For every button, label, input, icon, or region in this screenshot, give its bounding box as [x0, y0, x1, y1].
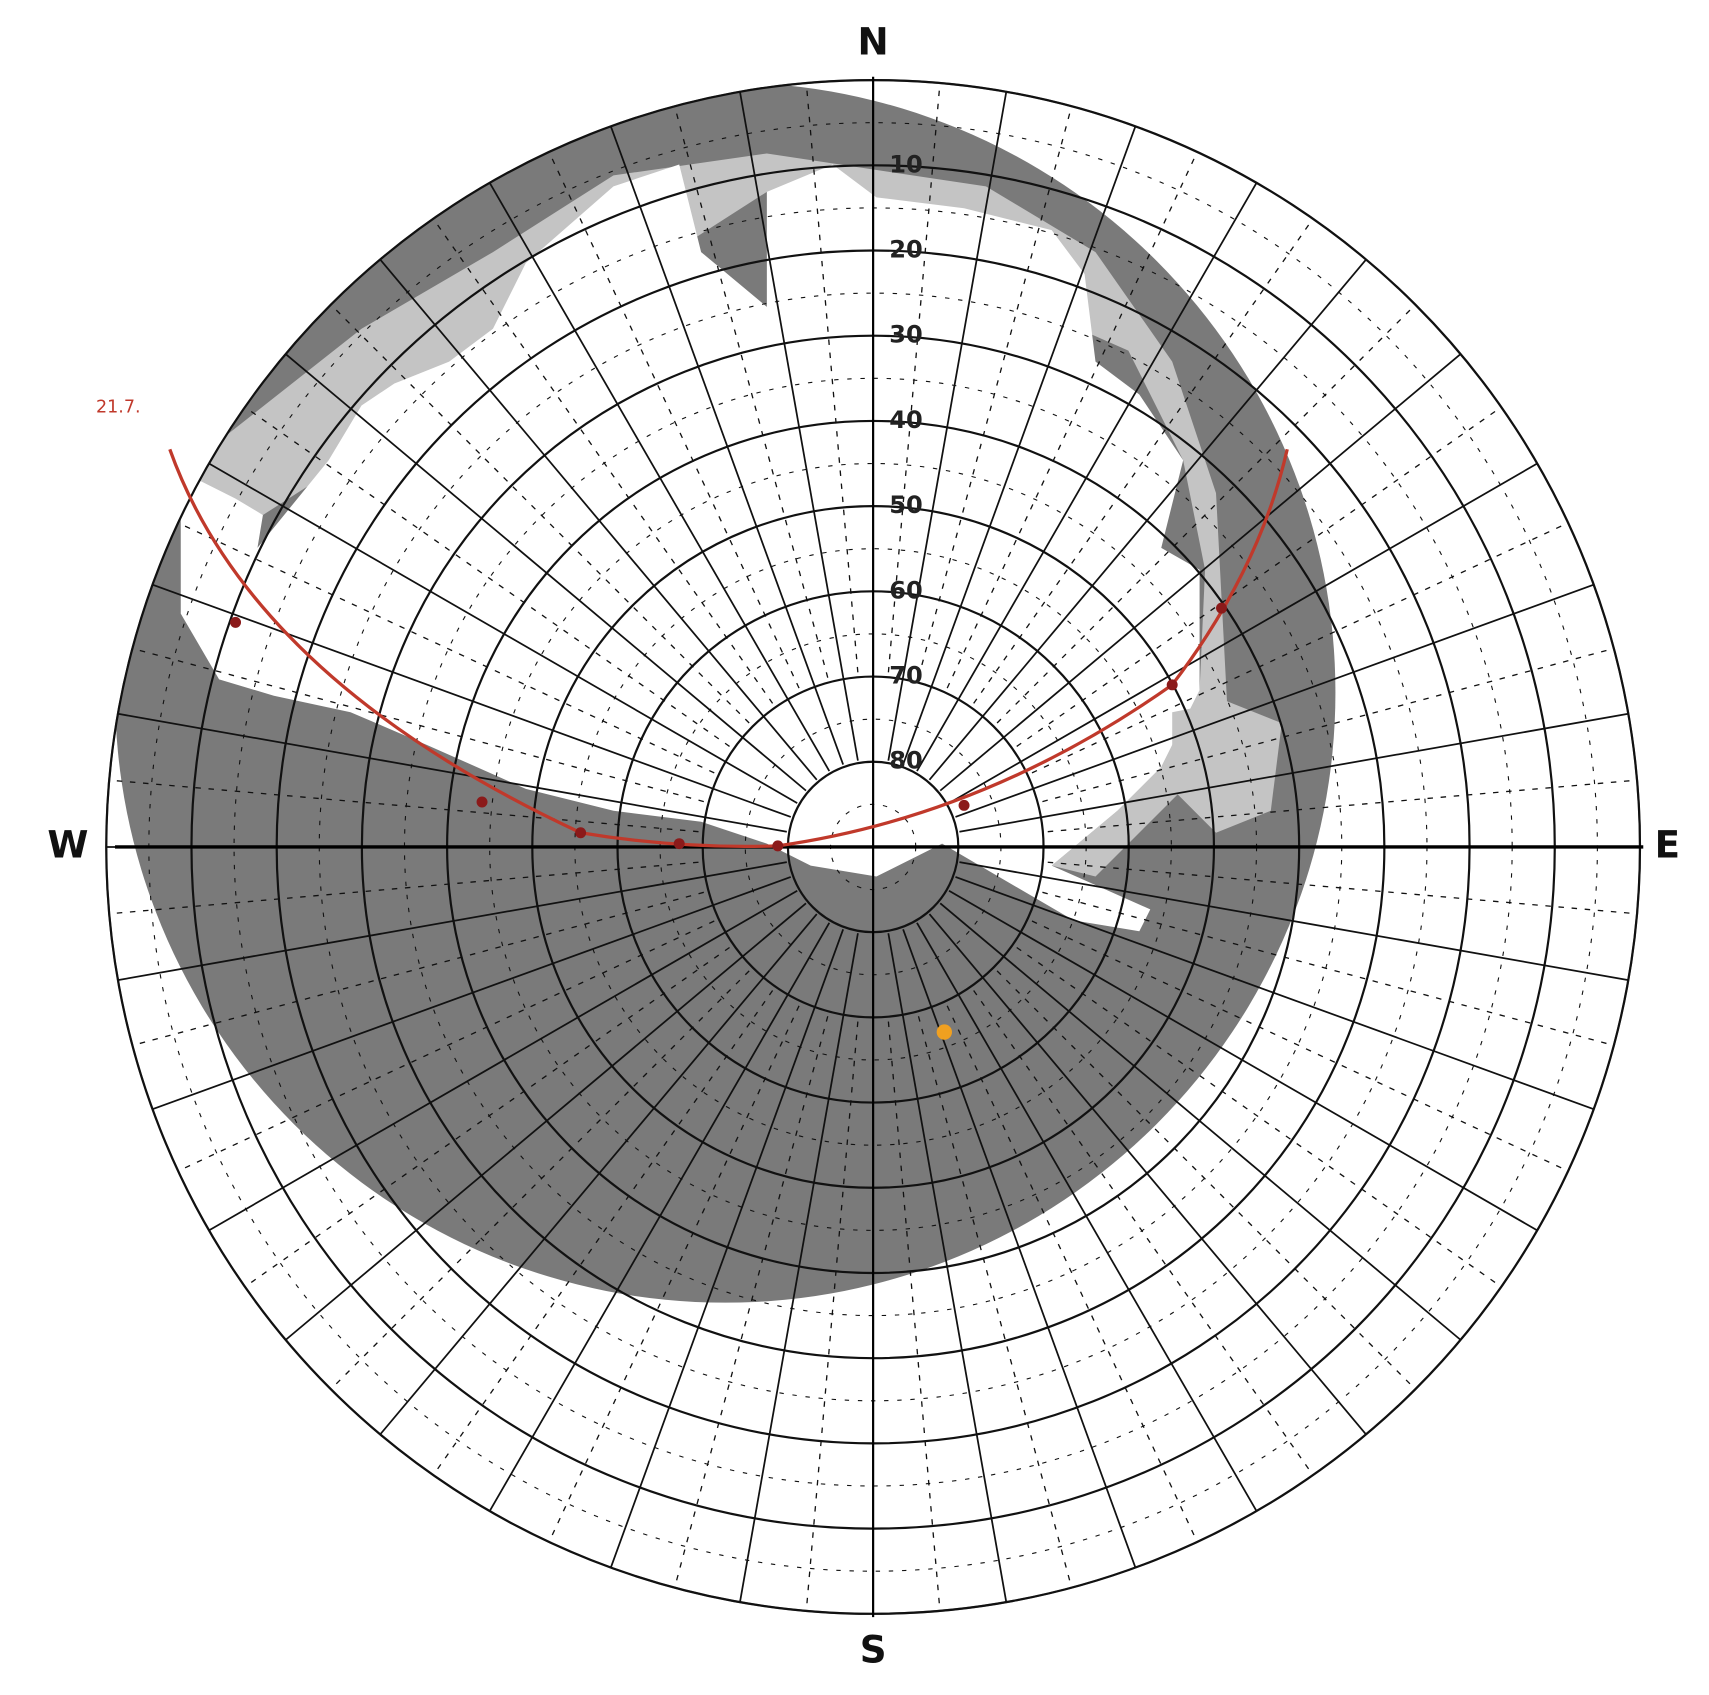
azimuth-line [285, 902, 807, 1341]
azimuth-line [610, 126, 844, 765]
azimuth-line [887, 91, 1008, 761]
ring-label: 30 [889, 321, 923, 349]
open-sky [180, 164, 1200, 932]
west-label: W [47, 822, 88, 866]
ring-label: 40 [889, 406, 923, 434]
hour-marker [1166, 679, 1178, 691]
azimuth-line [739, 933, 859, 1603]
azimuth-line [928, 258, 1367, 781]
ring-label: 80 [889, 747, 923, 775]
hour-markers [230, 602, 1227, 852]
partial-obstruction [1172, 701, 1282, 833]
hour-marker [230, 616, 242, 628]
azimuth-line [939, 353, 1462, 792]
hour-marker [958, 799, 970, 811]
ring-labels: 10 20 30 40 50 60 70 80 [889, 150, 923, 774]
azimuth-line [959, 861, 1629, 981]
azimuth-line [959, 712, 1629, 833]
azimuth-line [739, 91, 859, 761]
ring-label: 70 [889, 662, 923, 690]
hour-marker [673, 838, 685, 850]
ring-label: 60 [889, 576, 923, 604]
azimuth-line [152, 876, 792, 1111]
hour-marker [575, 827, 587, 839]
obstruction [115, 82, 1336, 1303]
azimuth-line [208, 890, 798, 1232]
azimuth-line [117, 861, 787, 981]
azimuth-line [117, 712, 787, 833]
azimuth-line [285, 353, 807, 792]
ring-label: 50 [889, 491, 923, 519]
azimuth-line [955, 876, 1595, 1111]
south-label: S [860, 1628, 887, 1672]
azimuth-line [902, 126, 1137, 765]
azimuth-line [488, 922, 831, 1512]
azimuth-line [379, 913, 818, 1435]
azimuth-line [152, 583, 792, 818]
ring-label: 10 [889, 150, 923, 178]
north-label: N [858, 19, 889, 63]
azimuth-line [379, 258, 818, 781]
azimuth-line [208, 462, 798, 804]
azimuth-line [916, 182, 1258, 772]
reference-point [936, 1024, 953, 1040]
sun-path-label: 21.7. [96, 398, 141, 418]
hour-marker [1216, 602, 1227, 614]
azimuth-line [948, 890, 1538, 1232]
azimuth-line [928, 913, 1367, 1435]
azimuth-line [887, 933, 1008, 1603]
ring-label: 20 [889, 236, 923, 264]
hour-marker [476, 796, 488, 808]
azimuth-line [939, 902, 1462, 1341]
hour-marker [772, 840, 784, 852]
azimuth-line [948, 462, 1538, 804]
azimuth-line [955, 583, 1595, 818]
azimuth-line [488, 182, 831, 772]
azimuth-line [610, 929, 844, 1568]
east-label: E [1655, 822, 1680, 866]
azimuth-line [916, 922, 1258, 1512]
